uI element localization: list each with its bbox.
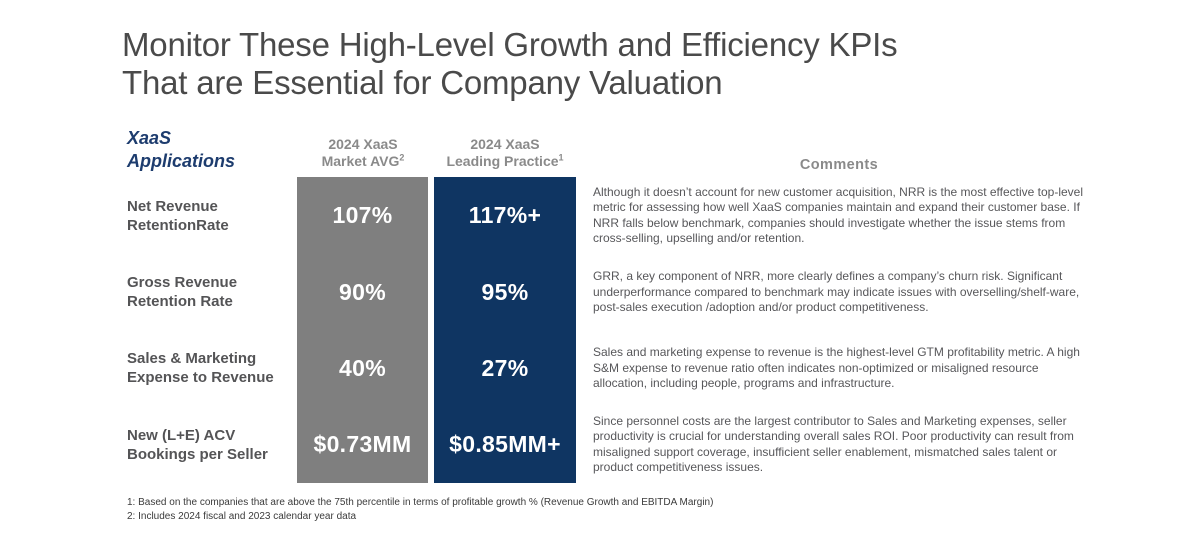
- market-avg-value: 107%: [332, 202, 393, 228]
- kpi-comment: GRR, a key component of NRR, more clearl…: [593, 268, 1080, 314]
- leading-practice-value: 27%: [481, 354, 529, 381]
- kpi-label-line2: Bookings per Seller: [127, 445, 268, 463]
- market-avg-value: $0.73MM: [313, 431, 412, 457]
- column-header-leading-practice: 2024 XaaS Leading Practice1: [425, 136, 585, 170]
- kpi-label-line1: New (L+E) ACV: [127, 426, 236, 444]
- leading-practice-column-background: [434, 177, 576, 483]
- market-avg-column-background: [297, 177, 428, 483]
- kpi-label-line2: RetentionRate: [127, 216, 229, 234]
- table-row-nrr: Net Revenue RetentionRate 107% 117%+ Alt…: [0, 177, 1200, 254]
- footnotes: 1: Based on the companies that are above…: [127, 496, 713, 524]
- leading-practice-header-text: Leading Practice: [446, 153, 559, 169]
- kpi-label: Sales & Marketing Expense to Revenue: [127, 349, 274, 387]
- kpi-comment: Although it doesn’t account for new cust…: [593, 184, 1084, 246]
- page-title-line2: That are Essential for Company Valuation: [122, 64, 723, 101]
- leading-practice-header-line1: 2024 XaaS: [470, 136, 540, 152]
- table-row-sm-expense: Sales & Marketing Expense to Revenue 40%…: [0, 330, 1200, 406]
- kpi-label-line2: Expense to Revenue: [127, 369, 274, 386]
- leading-practice-value: $0.85MM+: [449, 431, 561, 457]
- page-title-line1: Monitor These High-Level Growth and Effi…: [122, 26, 898, 63]
- table-row-grr: Gross Revenue Retention Rate 90% 95% GRR…: [0, 254, 1200, 330]
- market-avg-header-line2: Market AVG2: [283, 153, 443, 170]
- kpi-label-line1: Gross Revenue: [127, 274, 238, 291]
- leading-practice-header-line2: Leading Practice1: [425, 153, 585, 170]
- column-header-comments: Comments: [799, 157, 879, 173]
- market-avg-footnote-ref: 2: [399, 152, 405, 163]
- kpi-comment: Since personnel costs are the largest co…: [593, 413, 1074, 475]
- leading-practice-footnote-ref: 1: [558, 152, 564, 163]
- table-row-header-title: XaaS Applications: [127, 127, 235, 173]
- kpi-label: Gross Revenue Retention Rate: [127, 273, 237, 311]
- row-header-line1: XaaS: [127, 128, 172, 148]
- kpi-label-line2: Retention Rate: [127, 293, 233, 310]
- kpi-label: New (L+E) ACV Bookings per Seller: [127, 426, 268, 464]
- footnote-1: 1: Based on the companies that are above…: [127, 497, 714, 508]
- column-header-market-avg: 2024 XaaS Market AVG2: [283, 136, 443, 170]
- market-avg-header-line1: 2024 XaaS: [328, 136, 398, 152]
- row-header-line2: Applications: [127, 151, 236, 171]
- table-row-acv-bookings: New (L+E) ACV Bookings per Seller $0.73M…: [0, 406, 1200, 483]
- footnote-2: 2: Includes 2024 fiscal and 2023 calenda…: [127, 511, 357, 522]
- kpi-label-line1: Sales & Marketing: [127, 350, 257, 367]
- market-avg-header-text: Market AVG: [321, 153, 400, 169]
- kpi-comment: Sales and marketing expense to revenue i…: [593, 344, 1080, 390]
- leading-practice-value: 117%+: [468, 202, 542, 228]
- page-title: Monitor These High-Level Growth and Effi…: [122, 26, 898, 102]
- leading-practice-value: 95%: [481, 278, 529, 305]
- kpi-label: Net Revenue RetentionRate: [127, 197, 229, 235]
- market-avg-value: 40%: [339, 354, 386, 381]
- market-avg-value: 90%: [339, 278, 386, 305]
- kpi-label-line1: Net Revenue: [127, 197, 218, 215]
